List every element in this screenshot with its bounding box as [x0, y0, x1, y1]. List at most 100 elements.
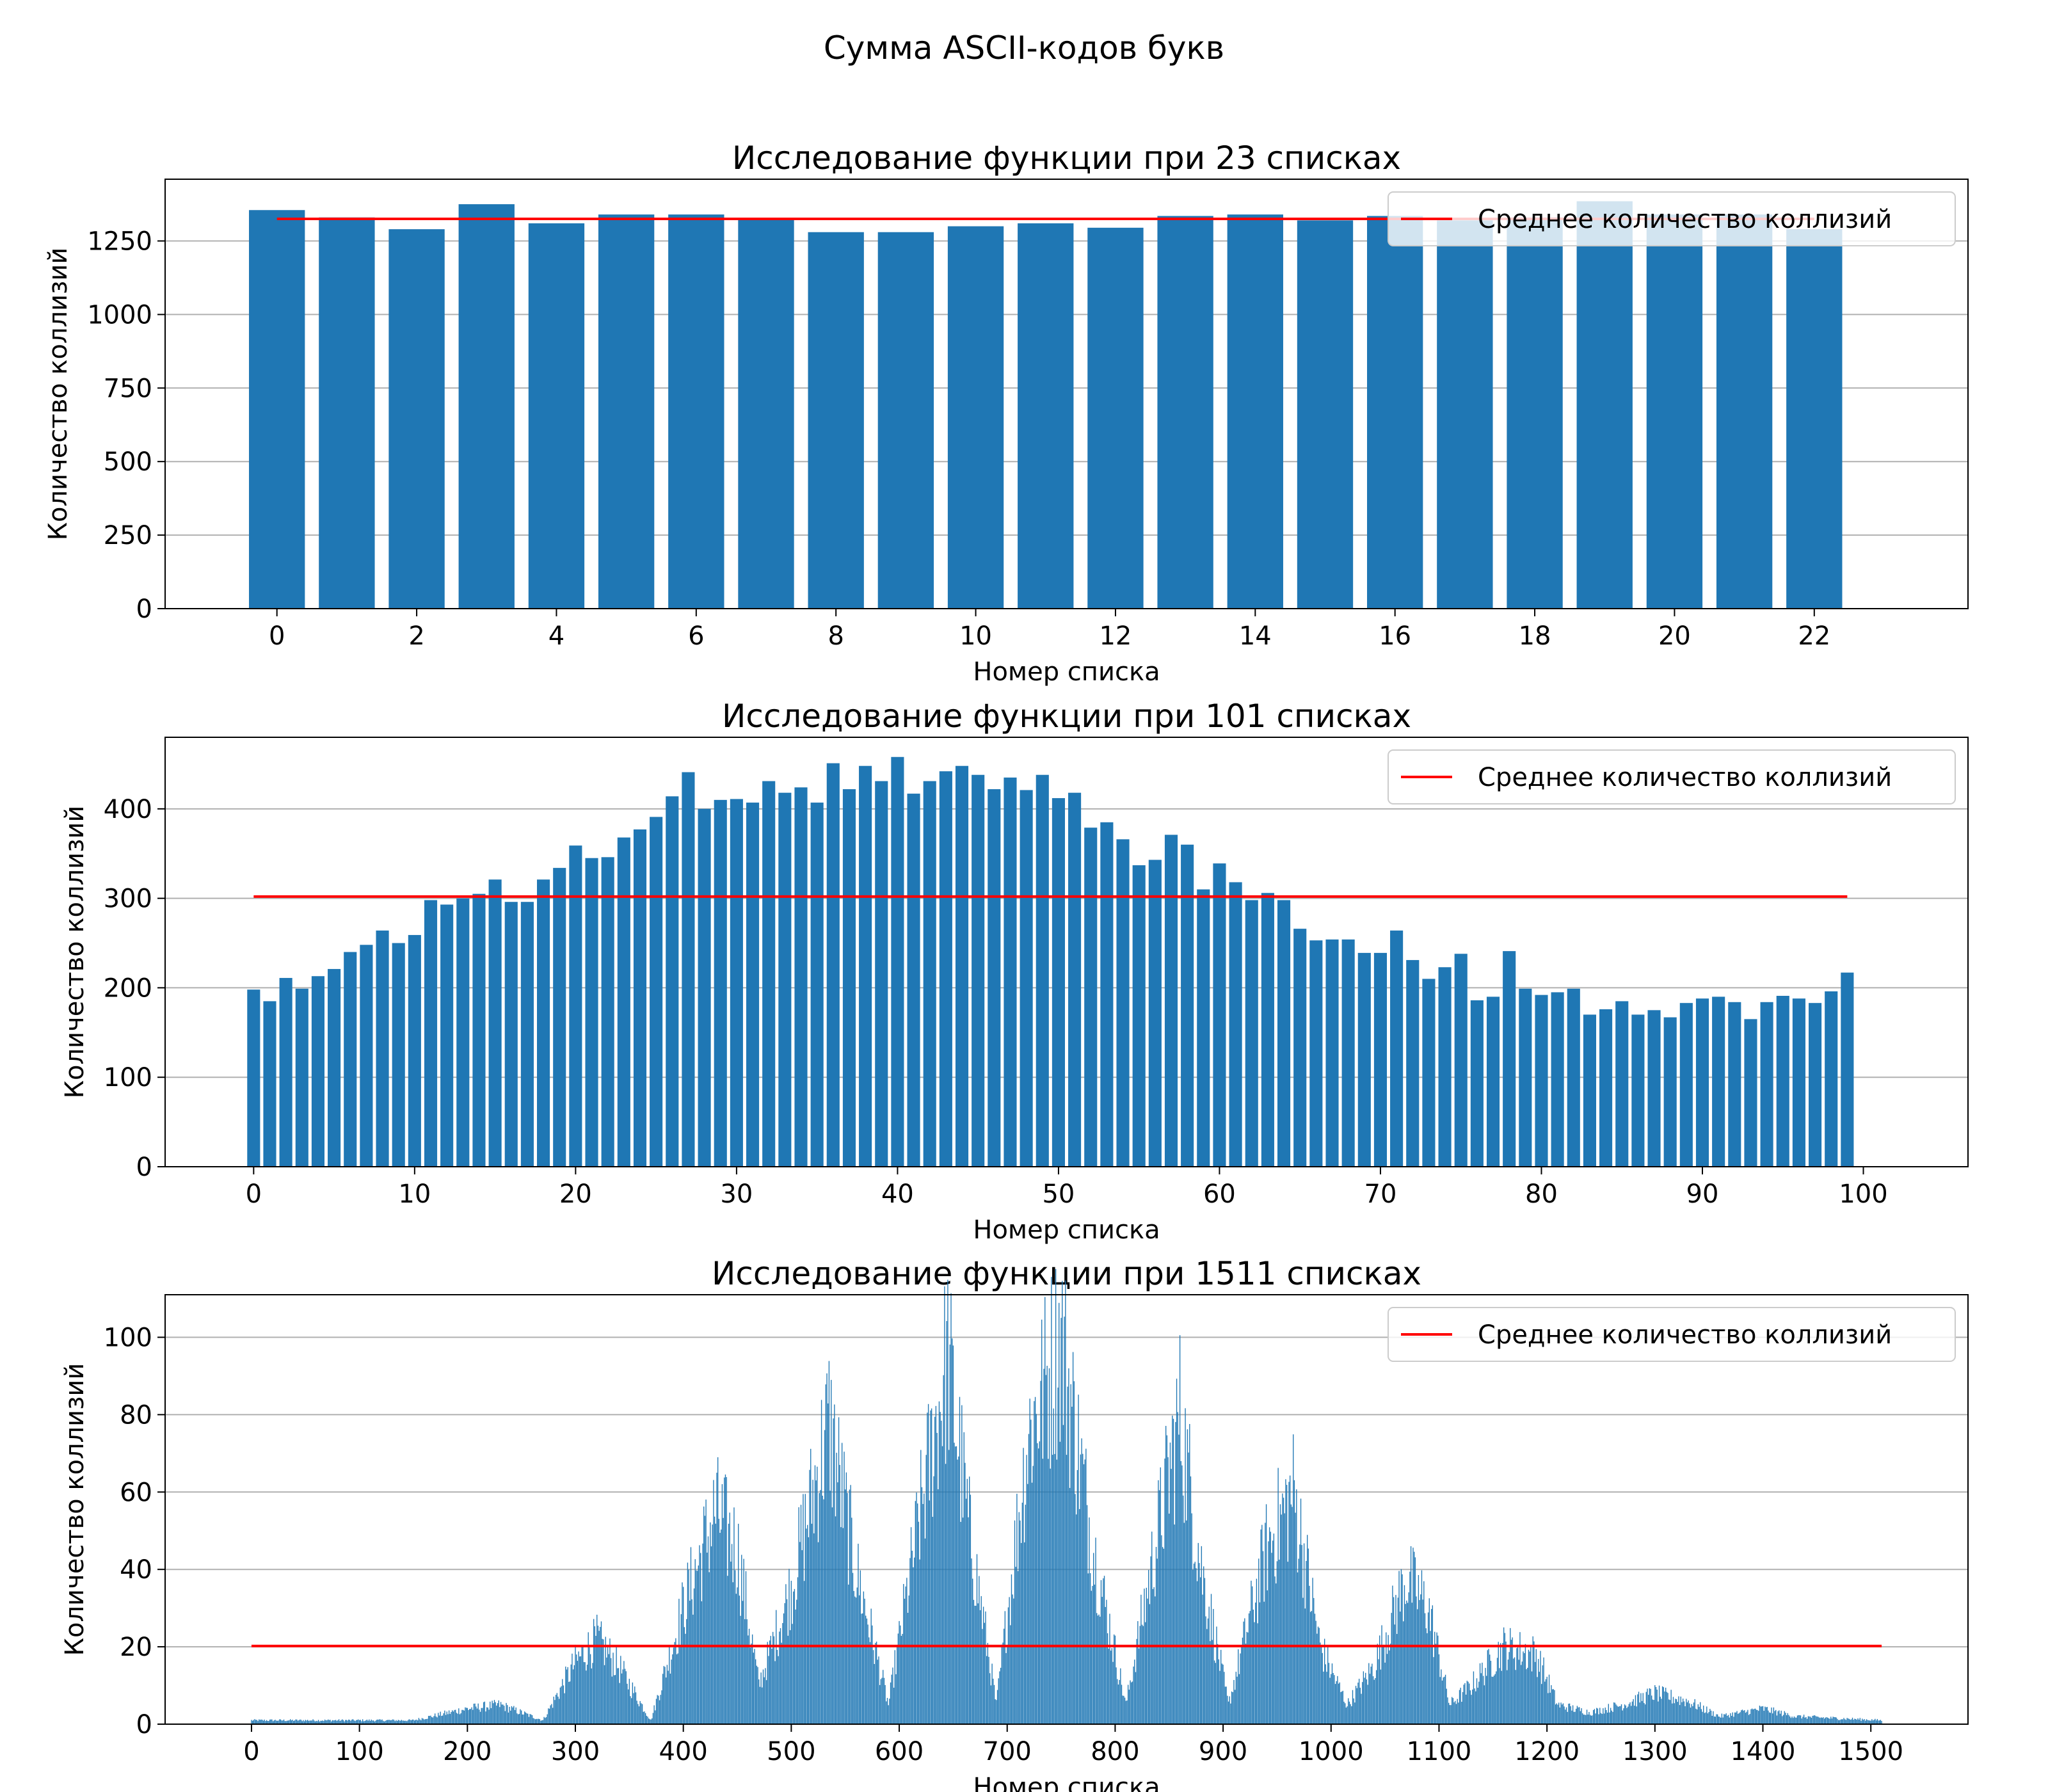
bar: [738, 219, 794, 609]
bar: [253, 1720, 254, 1724]
bar: [1658, 1685, 1660, 1724]
bar: [694, 1559, 696, 1724]
bar: [606, 1657, 607, 1724]
bar: [1672, 1697, 1674, 1724]
bar: [835, 1516, 836, 1724]
bar: [1760, 1002, 1773, 1167]
bar: [1645, 1692, 1647, 1724]
bar: [347, 1720, 348, 1724]
bar: [596, 1614, 598, 1724]
x-tick-label: 0: [246, 1180, 262, 1209]
subplots: Исследование функции при 23 списках02505…: [44, 140, 1969, 1792]
bar: [1121, 1684, 1123, 1724]
bar: [1782, 1715, 1784, 1724]
bar: [1580, 1711, 1581, 1724]
bar: [955, 765, 969, 1167]
bar: [842, 1528, 844, 1724]
bar: [768, 1656, 769, 1724]
bar: [268, 1721, 269, 1724]
bar: [276, 1720, 278, 1724]
bar: [1436, 1632, 1437, 1724]
bar: [701, 1601, 703, 1724]
bar: [675, 1638, 676, 1724]
bar: [754, 1649, 755, 1724]
bar: [1802, 1716, 1804, 1724]
bar: [854, 1596, 856, 1724]
y-tick-label: 1000: [87, 300, 152, 330]
bar: [872, 1650, 874, 1724]
bar: [1475, 1691, 1476, 1724]
bar: [1562, 1703, 1564, 1724]
bar: [1073, 1381, 1075, 1724]
x-tick-label: 700: [983, 1737, 1032, 1766]
bar: [537, 879, 550, 1167]
bar: [424, 900, 438, 1167]
bar: [348, 1719, 349, 1724]
bar: [749, 1647, 751, 1724]
bar: [808, 232, 864, 609]
bar: [1037, 1448, 1039, 1724]
bar: [285, 1721, 287, 1724]
bar: [881, 1677, 883, 1724]
bar: [972, 1578, 973, 1724]
bar: [662, 1674, 664, 1724]
bar: [598, 214, 655, 609]
bar: [634, 1686, 636, 1724]
bar: [741, 1555, 742, 1724]
bar: [1341, 939, 1355, 1167]
x-axis-label: Номер списка: [973, 1773, 1160, 1792]
bar: [1406, 1600, 1407, 1724]
bar: [1318, 1628, 1320, 1724]
bar: [588, 1632, 589, 1724]
bar: [683, 1587, 684, 1724]
bar: [1758, 1711, 1759, 1724]
bar: [1013, 1598, 1014, 1724]
bar: [1080, 1454, 1082, 1724]
bar: [714, 1516, 716, 1724]
bar: [353, 1720, 355, 1724]
bar: [641, 1704, 643, 1724]
bar: [1712, 996, 1725, 1167]
bar: [1261, 1524, 1263, 1724]
bar: [1034, 1396, 1036, 1724]
bar: [420, 1720, 422, 1724]
bar: [1516, 1648, 1517, 1724]
bar: [1286, 1485, 1288, 1724]
bar: [1062, 1425, 1064, 1724]
bar: [621, 1673, 623, 1724]
bar: [998, 1678, 999, 1724]
bar: [1530, 1647, 1532, 1724]
bar: [1676, 1699, 1677, 1724]
bar: [1841, 972, 1854, 1167]
bar: [273, 1720, 275, 1724]
bar: [933, 1476, 934, 1724]
bar: [537, 1718, 538, 1724]
bar: [502, 1704, 504, 1724]
bar: [1860, 1720, 1862, 1724]
bar: [1675, 1699, 1676, 1724]
bar: [1046, 1366, 1048, 1724]
bar: [1267, 1590, 1268, 1724]
bar: [1686, 1702, 1688, 1724]
bar: [504, 902, 518, 1167]
bar: [1227, 1695, 1228, 1724]
bar: [1499, 1668, 1500, 1724]
bar: [1613, 1702, 1615, 1724]
bar: [607, 1645, 609, 1724]
bar: [372, 1720, 374, 1724]
bar: [785, 1584, 787, 1724]
x-tick-label: 100: [1839, 1180, 1887, 1209]
bar: [1183, 1523, 1185, 1724]
bar: [1843, 1718, 1844, 1724]
bar: [772, 1631, 774, 1724]
bar: [481, 1708, 482, 1724]
bar: [1181, 1465, 1183, 1724]
bar: [692, 1614, 694, 1724]
bar: [1011, 1574, 1012, 1724]
bar: [553, 868, 566, 1167]
bar: [1583, 1715, 1585, 1724]
bar: [1774, 1711, 1775, 1724]
bar: [1142, 1626, 1144, 1724]
bar: [1005, 1652, 1007, 1724]
bar: [1194, 1562, 1196, 1724]
